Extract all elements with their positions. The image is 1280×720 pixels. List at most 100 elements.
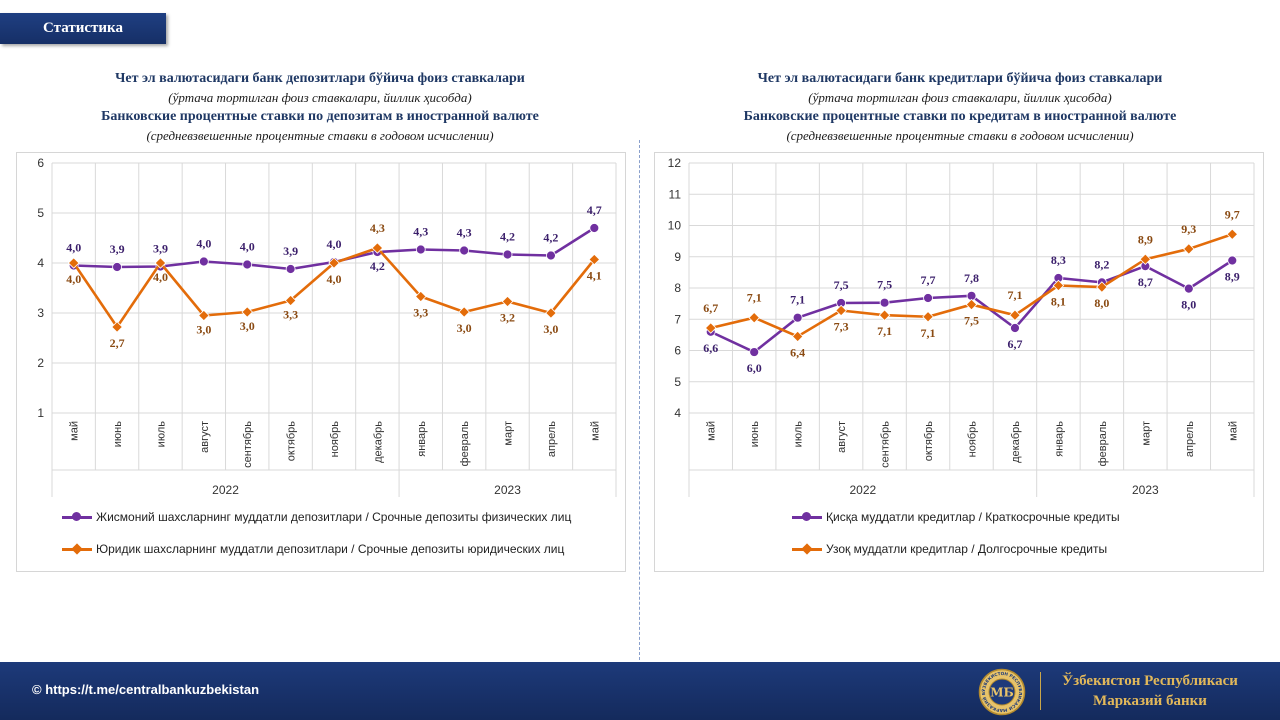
section-header: Статистика [0, 13, 166, 44]
x-tick-label: май [706, 421, 718, 441]
year-label: 2022 [212, 483, 239, 497]
data-point [1227, 255, 1238, 266]
x-tick-label: декабрь [372, 421, 384, 463]
x-tick-label: июль [793, 421, 805, 448]
data-label: 4,2 [500, 230, 515, 244]
data-label: 7,1 [1007, 288, 1022, 302]
x-tick-label: апрель [546, 421, 558, 457]
right-title-line2: (ўртача тортилган фоиз ставкалари, йилли… [808, 90, 1112, 105]
central-bank-logo-icon: ЎЗБЕКИСТОН РЕСПУБЛИКАСИ МАРКАЗИЙ БАНКИ М… [978, 668, 1026, 716]
x-tick-label: май [1227, 421, 1239, 441]
right-chart-title: Чет эл валютасидаги банк кредитлари бўйи… [680, 69, 1240, 145]
data-point [285, 264, 296, 274]
legend-swatch-orange-diamond [792, 542, 822, 556]
data-point [589, 223, 600, 233]
data-label: 8,3 [1051, 253, 1066, 267]
data-label: 3,9 [110, 242, 125, 256]
y-tick-label: 4 [37, 256, 44, 270]
legend-item-short-term-credits: Қисқа муддатли кредитлар / Краткосрочные… [792, 507, 1120, 527]
data-point [1183, 283, 1194, 294]
data-label: 7,5 [834, 278, 849, 292]
data-point [198, 309, 210, 322]
x-tick-label: декабрь [1010, 421, 1022, 463]
data-label: 6,0 [747, 361, 762, 375]
data-point [835, 304, 847, 317]
data-label: 8,0 [1094, 296, 1109, 310]
x-tick-label: июнь [749, 421, 761, 447]
data-point [328, 257, 340, 269]
data-label: 9,3 [1181, 222, 1196, 236]
data-point [284, 294, 297, 307]
right-title-line3: Банковские процентные ставки по кредитам… [743, 109, 1177, 124]
y-tick-label: 10 [668, 219, 682, 233]
year-label: 2022 [849, 483, 876, 497]
data-point [546, 250, 556, 261]
data-label: 8,0 [1181, 298, 1196, 312]
data-point [791, 330, 804, 343]
data-point [922, 310, 934, 323]
data-label: 3,0 [543, 322, 558, 336]
data-label: 3,3 [413, 306, 428, 320]
data-label: 3,0 [196, 323, 211, 337]
data-point [545, 307, 557, 319]
data-label: 4,7 [587, 203, 602, 217]
data-point [459, 245, 470, 256]
data-label: 7,1 [877, 324, 892, 338]
left-title-line1: Чет эл валютасидаги банк депозитлари бўй… [115, 71, 525, 86]
data-label: 4,2 [370, 259, 385, 273]
data-point [1096, 281, 1108, 293]
x-tick-label: май [69, 421, 81, 441]
x-tick-label: октябрь [923, 421, 935, 461]
legend-swatch-purple-circle [792, 510, 822, 524]
data-point [1139, 253, 1152, 266]
data-point [501, 295, 514, 308]
data-label: 4,0 [153, 270, 168, 284]
bank-name-line1: Ўзбекистон Республикаси [1062, 673, 1238, 689]
data-point [502, 249, 513, 260]
panel-divider [639, 140, 640, 660]
telegram-link[interactable]: © https://t.me/centralbankuzbekistan [32, 682, 260, 697]
data-label: 8,1 [1051, 295, 1066, 309]
data-label: 7,8 [964, 271, 979, 285]
y-tick-label: 2 [37, 356, 44, 370]
data-point [1010, 323, 1020, 333]
x-tick-label: август [836, 421, 848, 453]
legend-label: Жисмоний шахсларнинг муддатли депозитлар… [96, 510, 572, 524]
legend-item-long-term-credits: Узоқ муддатли кредитлар / Долгосрочные к… [792, 539, 1120, 559]
x-tick-label: январь [1053, 421, 1065, 457]
data-point [415, 244, 426, 255]
year-label: 2023 [1132, 483, 1159, 497]
data-label: 4,3 [370, 221, 385, 235]
data-label: 8,9 [1225, 270, 1240, 284]
data-label: 4,0 [196, 237, 211, 251]
left-chart-title: Чет эл валютасидаги банк депозитлари бўй… [40, 69, 600, 145]
y-tick-label: 1 [37, 406, 44, 420]
data-point [112, 262, 122, 272]
left-title-line3: Банковские процентные ставки по депозита… [101, 109, 539, 124]
legend-swatch-orange-diamond [62, 542, 92, 556]
y-tick-label: 5 [37, 206, 44, 220]
data-label: 7,1 [921, 326, 936, 340]
data-point [1226, 228, 1239, 241]
x-tick-label: сентябрь [880, 421, 892, 468]
data-label: 7,1 [790, 293, 805, 307]
y-tick-label: 6 [674, 344, 681, 358]
x-tick-label: март [1140, 421, 1152, 446]
data-point [748, 311, 760, 324]
x-tick-label: июль [155, 421, 167, 448]
x-tick-label: май [589, 421, 601, 441]
data-label: 4,0 [327, 237, 342, 251]
x-tick-label: апрель [1184, 421, 1196, 457]
left-title-line2: (ўртача тортилган фоиз ставкалари, йилли… [168, 90, 472, 105]
left-title-line4: (средневзвешенные процентные ставки в го… [146, 128, 494, 143]
data-label: 4,0 [327, 272, 342, 286]
data-label: 3,9 [283, 244, 298, 258]
data-label: 8,7 [1138, 275, 1153, 289]
legend-label: Юридик шахсларнинг муддатли депозитлари … [96, 542, 565, 556]
data-label: 3,2 [500, 311, 515, 325]
data-label: 7,5 [964, 314, 979, 328]
data-label: 6,4 [790, 345, 805, 359]
data-point [198, 256, 209, 267]
data-label: 6,7 [1007, 337, 1022, 351]
y-tick-label: 5 [674, 375, 681, 389]
